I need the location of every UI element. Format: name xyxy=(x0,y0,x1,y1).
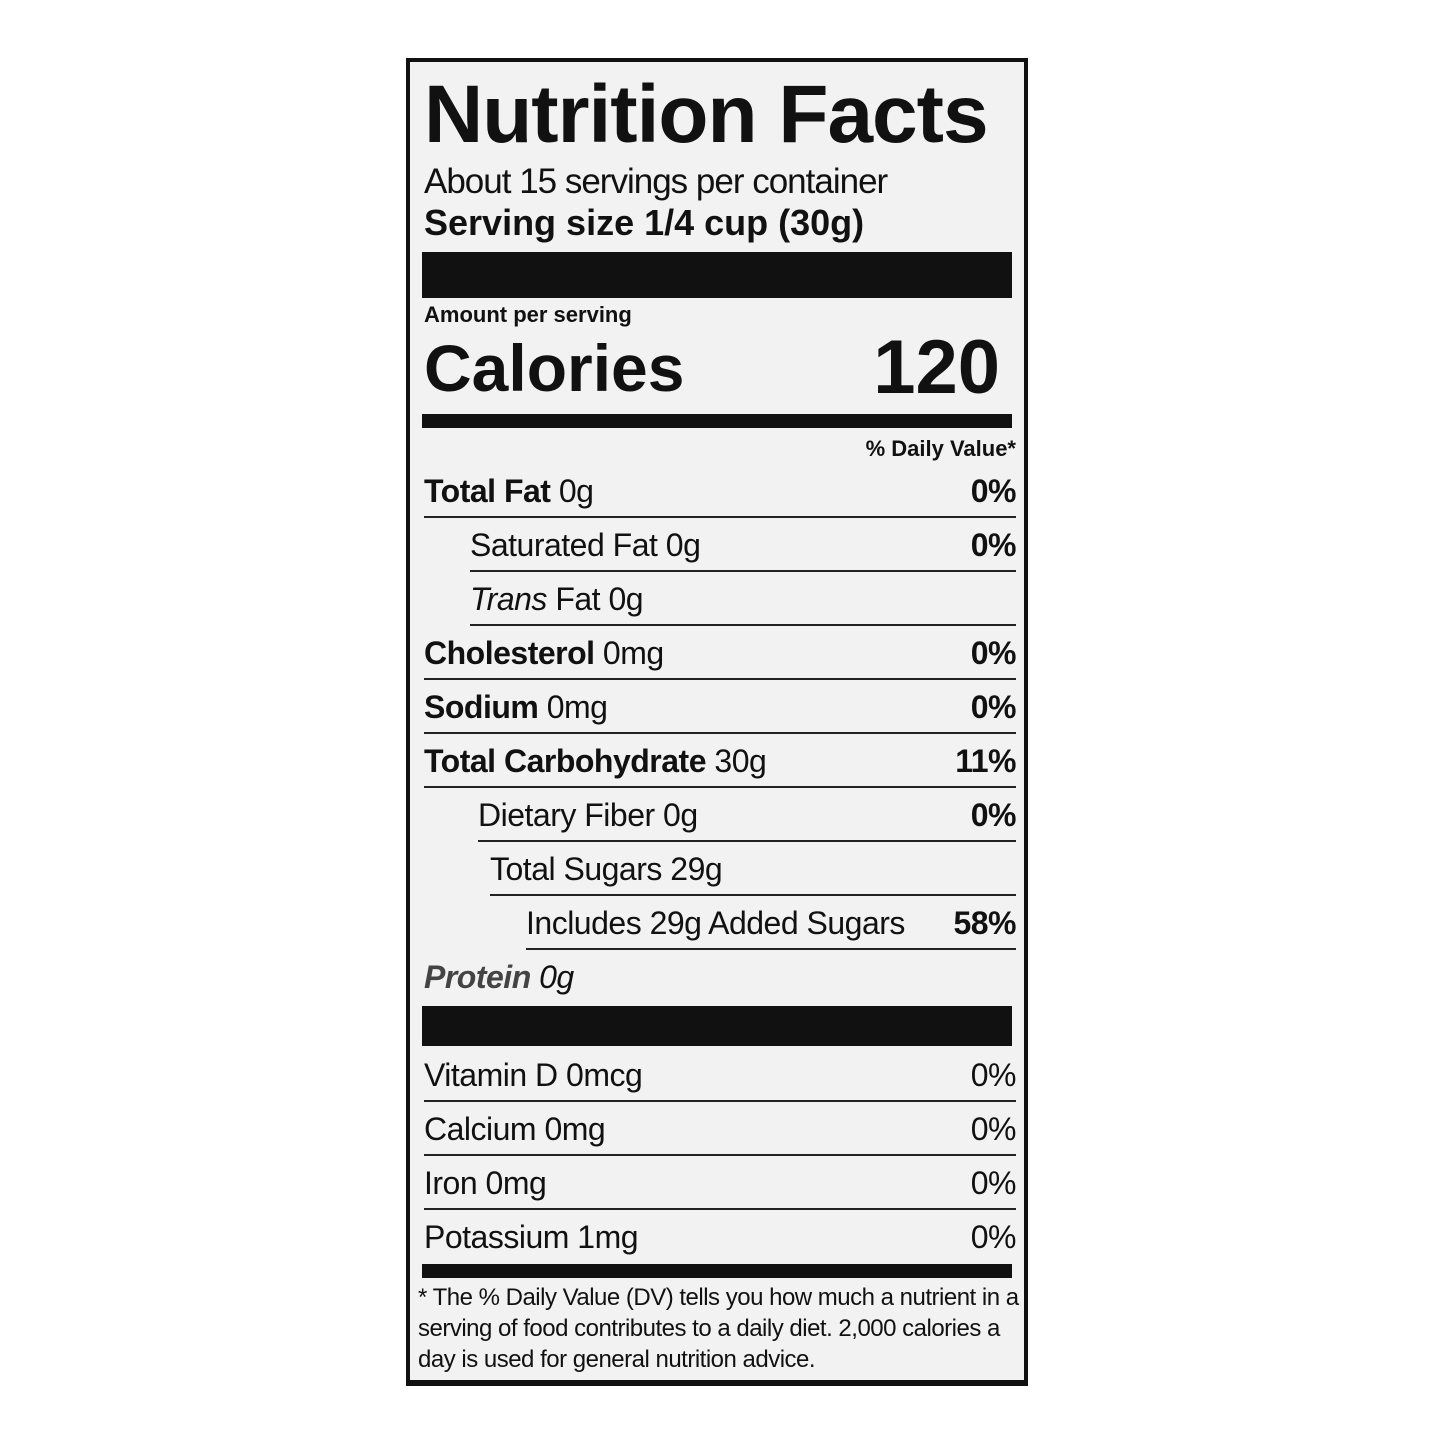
nutrient-amount: 0g xyxy=(558,473,594,509)
nutrition-facts-label: Nutrition Facts About 15 servings per co… xyxy=(406,58,1028,1386)
nutrient-name: Total Sugars xyxy=(490,851,662,887)
vitamin-name: Potassium xyxy=(424,1219,569,1255)
vitamin-dv: 0% xyxy=(970,1165,1017,1201)
nutrient-amount: 0mg xyxy=(602,635,664,671)
vitamin-amount: 0mg xyxy=(544,1111,606,1147)
nutrient-name: Sodium xyxy=(424,689,539,725)
medium-divider xyxy=(422,1264,1012,1278)
vitamin-name: Calcium xyxy=(424,1111,537,1147)
nutrient-amount: 0g xyxy=(663,797,698,833)
nutrient-dv: 0% xyxy=(970,635,1017,671)
medium-divider xyxy=(422,414,1012,428)
nutrient-name: Includes 29g Added Sugars xyxy=(526,905,905,941)
nutrient-name: Dietary Fiber xyxy=(478,797,655,833)
nutrient-name: Saturated Fat xyxy=(470,527,658,563)
nutrient-dv: 58% xyxy=(953,905,1016,941)
nutrient-row-total-sugars: Total Sugars 29g xyxy=(490,844,1016,896)
nutrient-row-trans-fat: Trans Fat 0g xyxy=(470,574,1016,626)
nutrient-amount: 0g xyxy=(608,581,644,617)
vitamin-amount: 1mg xyxy=(577,1219,639,1255)
vitamin-amount: 0mcg xyxy=(566,1057,643,1093)
nutrient-dv: 0% xyxy=(970,689,1017,725)
vitamin-row-calcium: Calcium 0mg 0% xyxy=(424,1104,1017,1156)
nutrient-name: Total Carbohydrate xyxy=(424,743,707,779)
nutrient-dv: 0% xyxy=(970,527,1017,563)
nutrient-row-sodium: Sodium 0mg 0% xyxy=(424,682,1017,734)
nutrient-dv: 11% xyxy=(955,743,1016,779)
nutrient-dv: 0% xyxy=(970,797,1017,833)
nutrient-name-rest: Fat xyxy=(555,581,601,617)
nutrient-amount: 29g xyxy=(670,851,723,887)
label-title: Nutrition Facts xyxy=(424,69,989,160)
nutrient-amount: 0g xyxy=(539,959,574,995)
vitamin-row-iron: Iron 0mg 0% xyxy=(424,1158,1017,1210)
calories-value: 120 xyxy=(873,325,1000,410)
nutrient-row-total-fat: Total Fat 0g 0% xyxy=(424,466,1017,518)
nutrient-name: Total Fat xyxy=(424,473,551,509)
vitamin-name: Vitamin D xyxy=(424,1057,558,1093)
nutrient-amount: 30g xyxy=(714,743,767,779)
nutrient-row-dietary-fiber: Dietary Fiber 0g 0% xyxy=(478,790,1017,842)
nutrient-row-cholesterol: Cholesterol 0mg 0% xyxy=(424,628,1017,680)
daily-value-footnote: * The % Daily Value (DV) tells you how m… xyxy=(418,1284,1019,1373)
nutrient-amount: 0g xyxy=(665,527,701,563)
vitamin-dv: 0% xyxy=(970,1057,1017,1093)
nutrient-name: Cholesterol xyxy=(424,635,595,671)
vitamin-row-vitamin-d: Vitamin D 0mcg 0% xyxy=(424,1050,1017,1102)
nutrient-row-total-carbohydrate: Total Carbohydrate 30g 11% xyxy=(424,736,1016,788)
daily-value-header: % Daily Value* xyxy=(865,436,1016,461)
nutrient-name: Trans xyxy=(470,581,547,617)
nutrient-dv: 0% xyxy=(970,473,1017,509)
vitamin-row-potassium: Potassium 1mg 0% xyxy=(424,1212,1017,1262)
nutrient-name: Protein xyxy=(424,959,531,995)
nutrient-row-added-sugars: Includes 29g Added Sugars 58% xyxy=(526,898,1016,950)
vitamin-dv: 0% xyxy=(970,1111,1017,1147)
thick-divider xyxy=(422,252,1012,298)
calories-label: Calories xyxy=(424,331,685,405)
vitamin-dv: 0% xyxy=(970,1219,1017,1255)
thick-divider xyxy=(422,1006,1012,1046)
vitamin-amount: 0mg xyxy=(485,1165,547,1201)
serving-size: Serving size 1/4 cup (30g) xyxy=(424,202,865,243)
servings-per-container: About 15 servings per container xyxy=(424,162,888,201)
amount-per-serving: Amount per serving xyxy=(424,302,632,327)
nutrient-amount: 0mg xyxy=(546,689,608,725)
nutrient-row-saturated-fat: Saturated Fat 0g 0% xyxy=(470,520,1017,572)
nutrient-row-protein: Protein 0g xyxy=(424,952,1016,1002)
vitamin-name: Iron xyxy=(424,1165,478,1201)
